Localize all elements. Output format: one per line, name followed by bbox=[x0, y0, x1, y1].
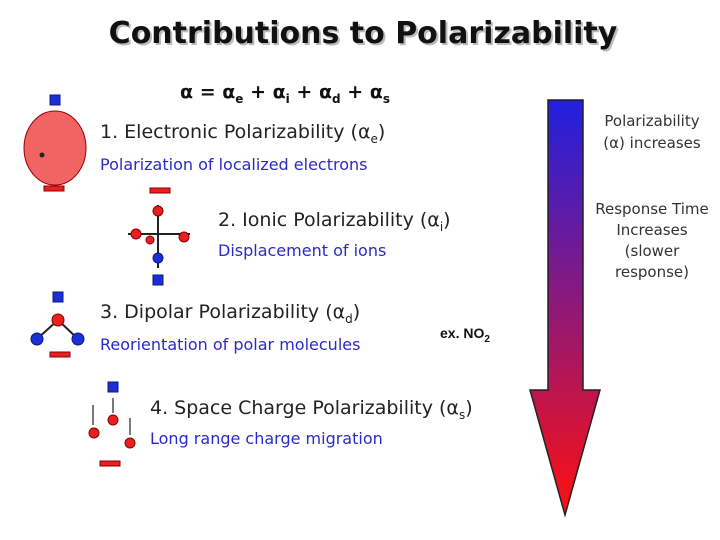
example-text: ex. NO bbox=[440, 325, 484, 341]
side-note: Polarizability bbox=[604, 112, 699, 130]
eq-op: + bbox=[347, 81, 363, 103]
item-heading: 1. Electronic Polarizability (αe) bbox=[100, 121, 385, 146]
items: 1. Electronic Polarizability (αe)Polariz… bbox=[100, 121, 473, 448]
equation: α = αe + αi + αd + αs bbox=[180, 81, 390, 108]
title: Contributions to Polarizability bbox=[109, 16, 618, 51]
eq-term: α bbox=[273, 81, 286, 103]
item-description: Polarization of localized electrons bbox=[100, 155, 368, 174]
eq-sub: e bbox=[235, 92, 243, 106]
diagram-electronic bbox=[23, 94, 87, 192]
heading-sub: e bbox=[370, 132, 377, 146]
heading-text: ) bbox=[378, 121, 385, 143]
heading-symbol: α bbox=[358, 121, 371, 143]
heading-sub: s bbox=[459, 408, 465, 422]
heading-text: ) bbox=[465, 397, 472, 419]
eq-op: + bbox=[250, 81, 266, 103]
eq-sign: = bbox=[200, 81, 216, 103]
side-note: Response Time bbox=[595, 200, 709, 218]
trend-arrow bbox=[529, 99, 601, 518]
side-notes: Polarizability (α) increases Response Time… bbox=[595, 112, 709, 281]
eq-op: + bbox=[296, 81, 312, 103]
heading-symbol: α bbox=[446, 397, 459, 419]
item-description: Displacement of ions bbox=[218, 241, 386, 260]
heading-text: 1. Electronic Polarizability ( bbox=[100, 121, 358, 143]
heading-symbol: α bbox=[333, 301, 346, 323]
eq-sub: i bbox=[286, 92, 290, 106]
side-note: (α) increases bbox=[603, 134, 701, 152]
item-heading: 4. Space Charge Polarizability (αs) bbox=[150, 397, 473, 422]
side-note: response) bbox=[615, 263, 689, 281]
side-note: (slower bbox=[625, 242, 681, 260]
side-note: Increases bbox=[616, 221, 687, 239]
title-shadow: Contributions to Polarizability bbox=[111, 18, 620, 53]
heading-text: 4. Space Charge Polarizability ( bbox=[150, 397, 446, 419]
diagram-dipolar bbox=[30, 291, 85, 358]
item-description: Long range charge migration bbox=[150, 429, 383, 448]
example: ex. NO2 bbox=[440, 325, 490, 345]
eq-lhs: α bbox=[180, 81, 193, 103]
item-description: Reorientation of polar molecules bbox=[100, 335, 360, 354]
item-heading: 2. Ionic Polarizability (αi) bbox=[218, 209, 451, 234]
eq-term: α bbox=[319, 81, 332, 103]
example-sub: 2 bbox=[484, 334, 490, 345]
heading-sub: d bbox=[345, 312, 353, 326]
item-heading: 3. Dipolar Polarizability (αd) bbox=[100, 301, 360, 326]
diagram-ionic bbox=[128, 187, 190, 286]
eq-term: α bbox=[370, 81, 383, 103]
heading-text: ) bbox=[353, 301, 360, 323]
heading-text: 2. Ionic Polarizability ( bbox=[218, 209, 427, 231]
heading-text: 3. Dipolar Polarizability ( bbox=[100, 301, 333, 323]
heading-sub: i bbox=[440, 220, 443, 234]
heading-symbol: α bbox=[427, 209, 440, 231]
diagram-space-charge bbox=[88, 381, 136, 467]
eq-term: α bbox=[222, 81, 235, 103]
heading-text: ) bbox=[443, 209, 450, 231]
eq-sub: s bbox=[383, 92, 390, 106]
eq-sub: d bbox=[332, 92, 341, 106]
